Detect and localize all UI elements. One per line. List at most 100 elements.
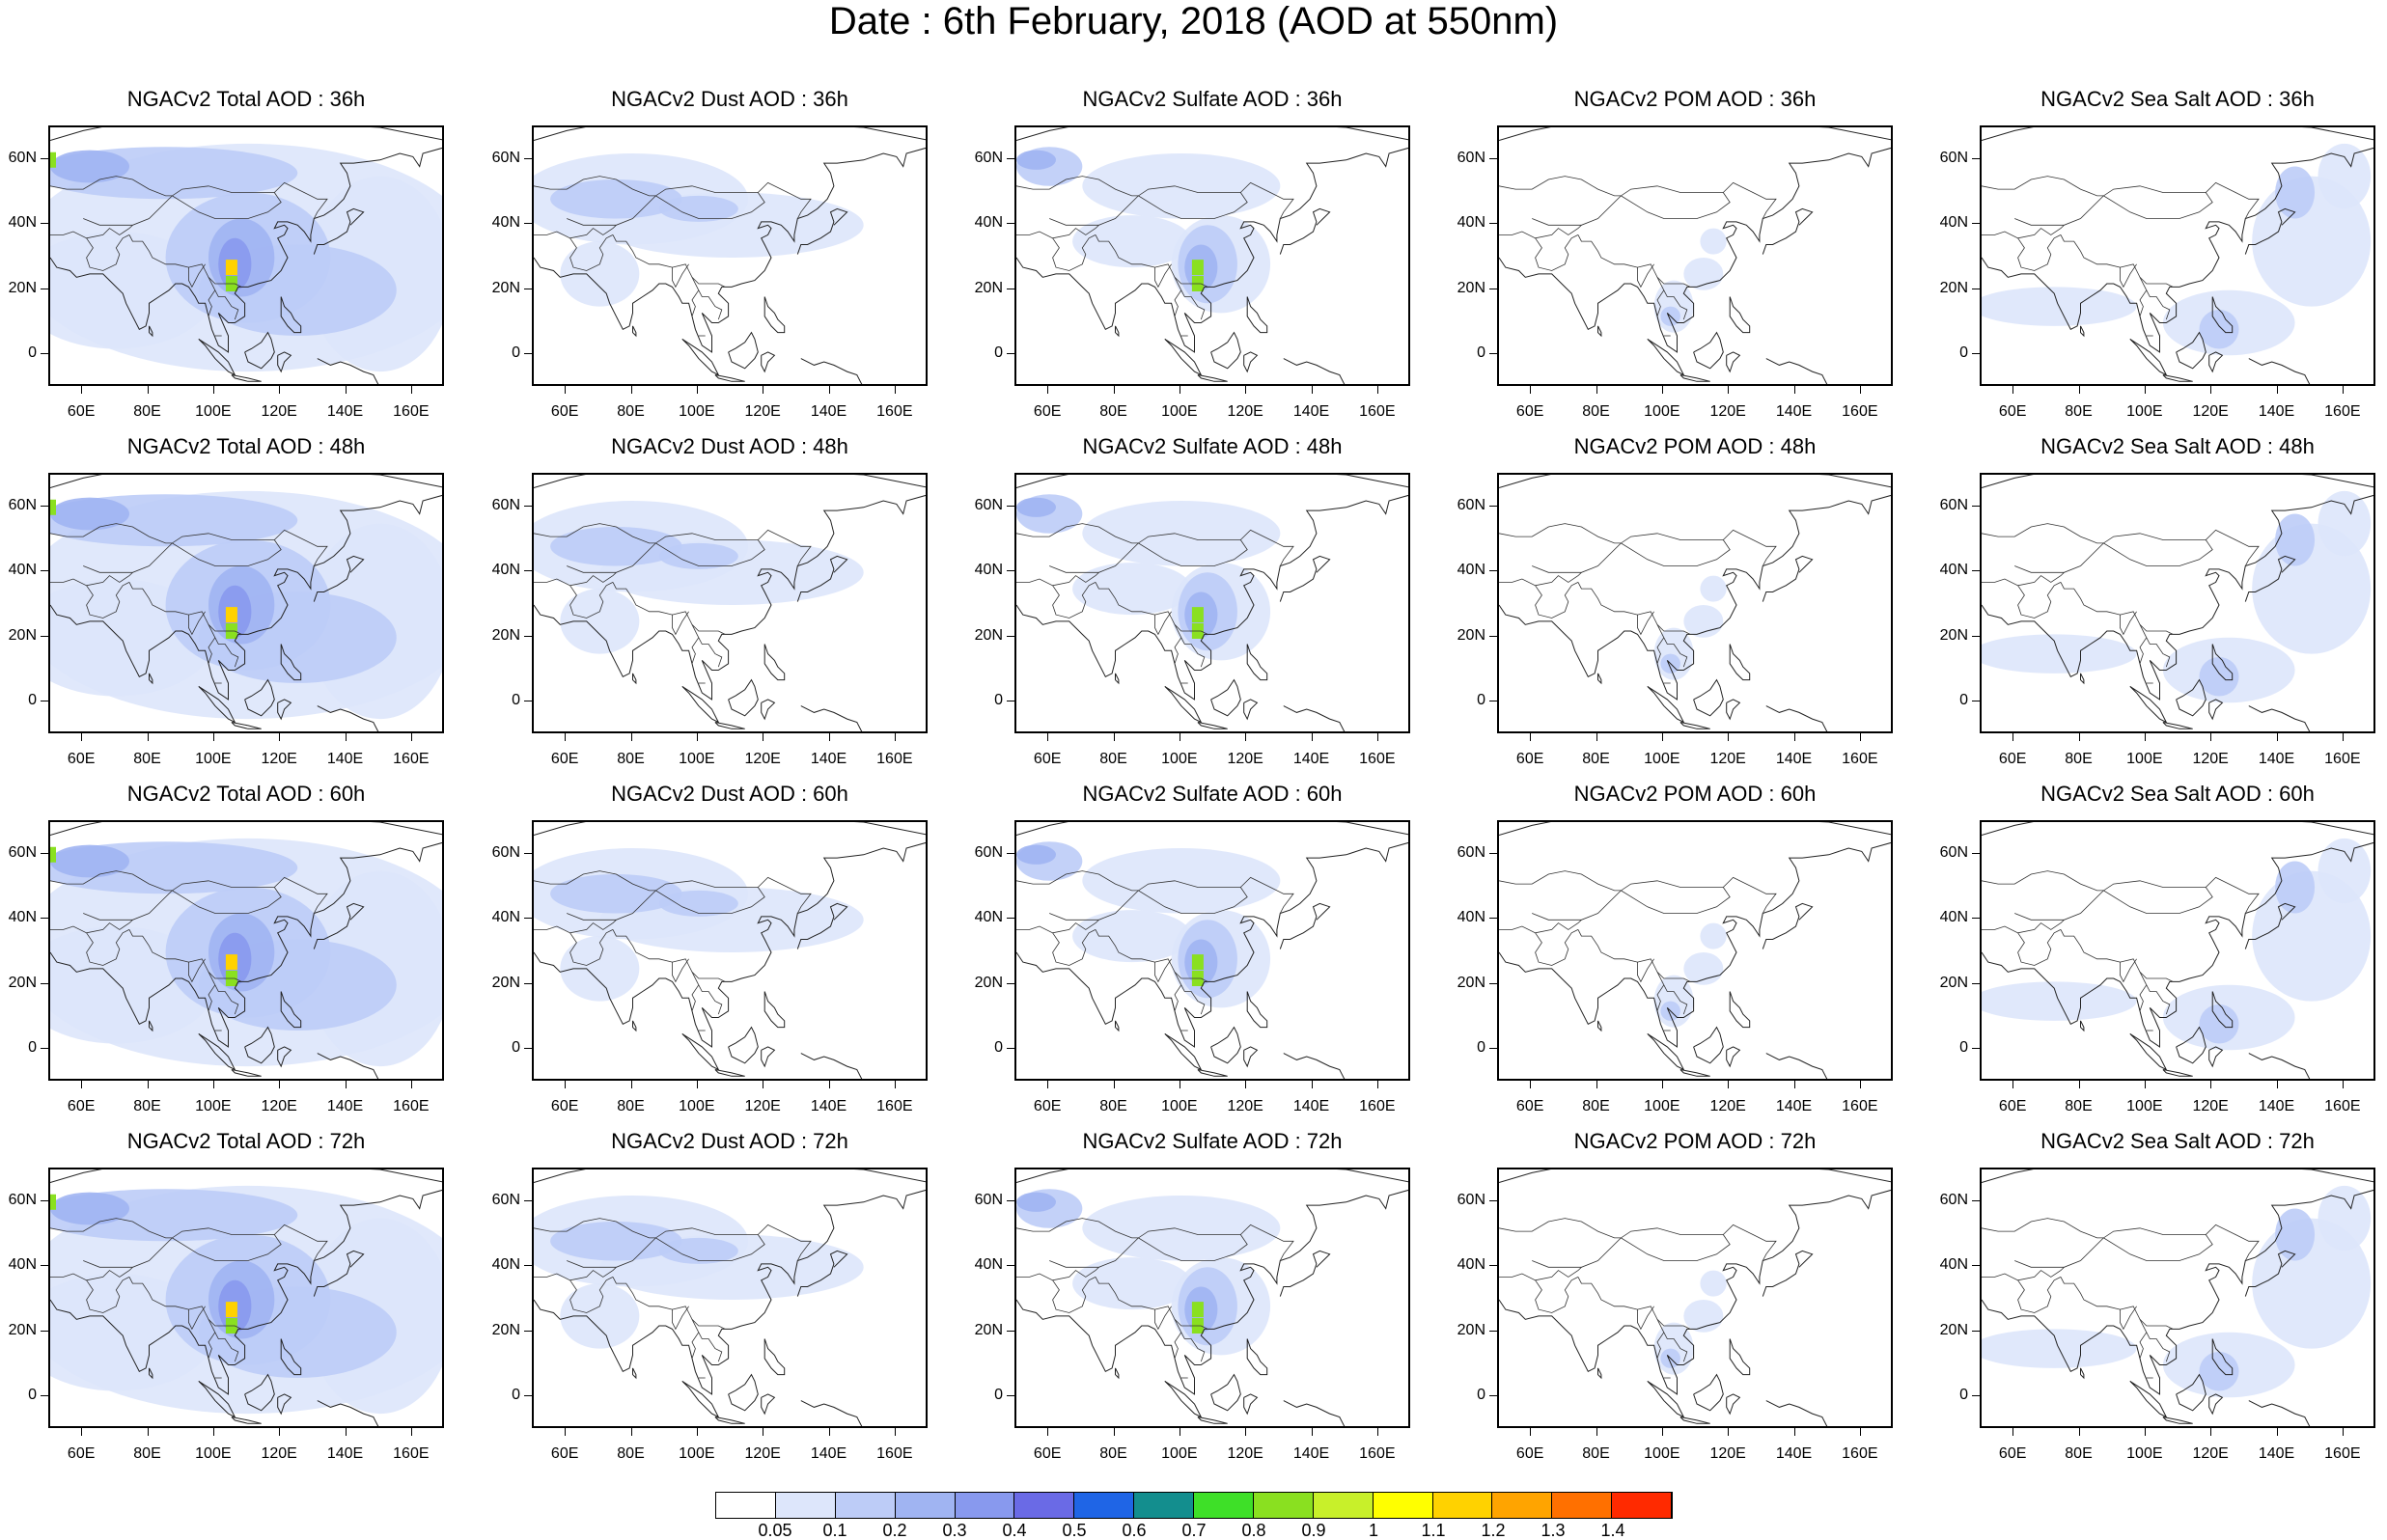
colorbar-cell xyxy=(1014,1493,1075,1518)
y-tick-label: 40N xyxy=(1457,214,1485,232)
x-tick-label: 100E xyxy=(679,403,715,420)
country-border xyxy=(1174,984,1182,1011)
x-tick-label: 100E xyxy=(195,1445,232,1462)
colorbar-label: 0.1 xyxy=(822,1521,847,1540)
x-tick-mark xyxy=(1793,733,1795,741)
y-tick-label: 60N xyxy=(974,1191,1003,1208)
y-tick-label: 20N xyxy=(1457,974,1485,991)
coastline xyxy=(1762,1250,1814,1297)
country-border xyxy=(83,529,328,573)
country-border xyxy=(1174,289,1182,316)
country-border xyxy=(2014,1224,2260,1268)
x-tick-mark xyxy=(696,733,698,741)
x-tick-mark xyxy=(894,1428,896,1436)
colorbar-cell xyxy=(775,1493,836,1518)
country-border xyxy=(1174,972,1206,1015)
x-tick-label: 140E xyxy=(1292,1445,1330,1462)
x-tick-mark xyxy=(1376,1081,1378,1088)
country-border xyxy=(2139,637,2148,664)
x-tick-label: 80E xyxy=(1582,403,1610,420)
x-tick-mark xyxy=(1245,386,1247,394)
coastline xyxy=(1115,1367,1120,1380)
y-tick-label: 40N xyxy=(491,214,520,232)
x-tick-mark xyxy=(345,733,347,741)
x-tick-mark xyxy=(828,1081,830,1088)
country-border xyxy=(1535,929,1579,966)
y-tick-mark xyxy=(41,505,48,507)
country-border xyxy=(612,234,726,288)
x-tick-mark xyxy=(147,1428,149,1436)
coastline xyxy=(534,1169,926,1183)
country-border xyxy=(1016,920,1099,934)
x-tick-mark xyxy=(565,1428,567,1436)
country-border xyxy=(1982,225,2065,239)
country-border xyxy=(1532,876,1777,921)
aod-shade xyxy=(1700,1270,1727,1297)
x-tick-label: 120E xyxy=(744,751,781,767)
x-tick-label: 80E xyxy=(1099,751,1127,767)
country-border xyxy=(208,277,239,320)
coastline xyxy=(1647,1032,1685,1071)
coastline xyxy=(1729,1338,1751,1376)
country-border xyxy=(50,523,275,544)
x-tick-label: 60E xyxy=(550,1098,579,1114)
colorbar-label: 0.5 xyxy=(1062,1521,1087,1540)
x-tick-mark xyxy=(1376,733,1378,741)
country-border xyxy=(1532,529,1777,573)
coastline xyxy=(1762,207,1814,255)
country-border xyxy=(50,1218,275,1239)
aod-hotspot xyxy=(225,1302,237,1318)
x-tick-label: 160E xyxy=(1359,403,1396,420)
map-svg xyxy=(1016,127,1408,384)
x-tick-mark xyxy=(828,386,830,394)
x-tick-mark xyxy=(696,1081,698,1088)
coastline xyxy=(800,1053,863,1079)
map-plot-area xyxy=(1497,125,1893,386)
country-border xyxy=(691,624,723,668)
coastline xyxy=(534,494,926,701)
y-tick-mark xyxy=(1489,353,1497,355)
x-tick-mark xyxy=(2210,386,2212,394)
aod-shade xyxy=(2275,1208,2316,1261)
coastline xyxy=(1726,1393,1741,1416)
colorbar-cell xyxy=(895,1493,956,1518)
country-border xyxy=(1049,876,1294,921)
coastline xyxy=(1197,1416,1228,1424)
x-tick-label: 80E xyxy=(617,1098,645,1114)
x-tick-mark xyxy=(1245,1428,1247,1436)
colorbar-cell xyxy=(1134,1493,1194,1518)
x-tick-label: 100E xyxy=(2126,1445,2163,1462)
aod-shade xyxy=(2318,490,2372,557)
y-tick-mark xyxy=(1489,505,1497,507)
y-tick-label: 40N xyxy=(491,909,520,926)
x-tick-mark xyxy=(2012,1428,2014,1436)
x-tick-label: 100E xyxy=(1161,1445,1198,1462)
coastline xyxy=(244,331,275,370)
coastline xyxy=(1597,673,1602,685)
coastline xyxy=(534,822,926,836)
x-tick-mark xyxy=(345,1081,347,1088)
coastline xyxy=(763,644,786,681)
country-border xyxy=(534,1218,759,1239)
coastline xyxy=(1016,1189,1408,1395)
country-border xyxy=(2120,1306,2137,1331)
x-tick-label: 60E xyxy=(1998,751,2027,767)
x-tick-mark xyxy=(2210,733,2212,741)
country-border xyxy=(188,263,206,289)
map-plot-area xyxy=(1014,820,1410,1081)
country-border xyxy=(2120,263,2137,289)
y-tick-mark xyxy=(1972,852,1980,854)
coastline xyxy=(2080,1020,2085,1032)
map-plot-area xyxy=(1014,473,1410,733)
coastline xyxy=(1016,1169,1408,1183)
country-border xyxy=(691,289,700,316)
country-border xyxy=(2060,582,2174,635)
map-svg xyxy=(534,822,926,1079)
country-border xyxy=(83,876,328,921)
x-tick-mark xyxy=(1113,386,1115,394)
x-tick-mark xyxy=(1661,1428,1663,1436)
country-border xyxy=(1095,929,1208,982)
colorbar-cell xyxy=(1253,1493,1314,1518)
y-tick-label: 60N xyxy=(1939,496,1968,513)
panel-title: NGACv2 POM AOD : 36h xyxy=(1573,87,1817,111)
